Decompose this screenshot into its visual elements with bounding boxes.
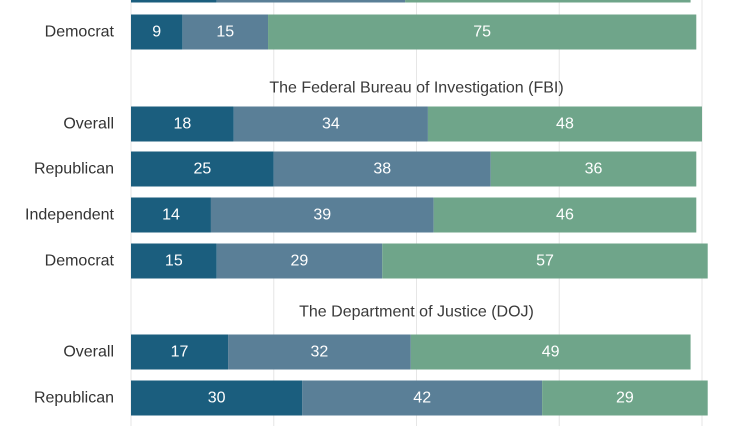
bar-segment: [490, 151, 697, 187]
bar-segment: [542, 380, 708, 416]
group-title: The Federal Bureau of Investigation (FBI…: [269, 80, 563, 97]
bar-segment: [228, 334, 411, 370]
bar-segment: [131, 380, 303, 416]
category-label: Overall: [63, 344, 114, 361]
data-label: 49: [542, 344, 560, 361]
bar-segment: [382, 243, 708, 279]
group-titles: The Federal Bureau of Investigation (FBI…: [269, 80, 563, 321]
bar-segment: [131, 151, 274, 187]
bar-segment: [216, 0, 406, 3]
data-label: 32: [311, 344, 329, 361]
bar-segment: [210, 197, 434, 233]
bar-segment: [131, 243, 217, 279]
group-title: The Department of Justice (DOJ): [299, 304, 534, 321]
data-label: 34: [322, 116, 340, 133]
bar-segment: [131, 14, 183, 50]
data-label: 15: [165, 253, 183, 270]
bar-segment: [131, 334, 229, 370]
data-label: 17: [171, 344, 189, 361]
category-label: Democrat: [45, 253, 115, 270]
data-label: 15: [216, 24, 234, 41]
data-label: 39: [313, 207, 331, 224]
bar-segment: [427, 106, 702, 142]
data-label: 48: [556, 116, 574, 133]
data-label: 29: [616, 390, 634, 407]
data-label: 38: [373, 161, 391, 178]
category-label: Republican: [34, 390, 114, 407]
data-label: 14: [162, 207, 180, 224]
bar-segment: [302, 380, 543, 416]
bar-segment: [182, 14, 269, 50]
data-label: 30: [208, 390, 226, 407]
data-label: 75: [473, 24, 491, 41]
bar-segment: [410, 334, 691, 370]
bar-segment: [405, 0, 691, 3]
bar-segment: [131, 197, 211, 233]
data-label: 42: [413, 390, 431, 407]
bar-segment: [131, 0, 217, 3]
bar-segment: [268, 14, 697, 50]
bar-segment: [216, 243, 383, 279]
category-label: Overall: [63, 116, 114, 133]
data-label: 9: [152, 24, 161, 41]
bar-segment: [131, 106, 234, 142]
data-label: 18: [173, 116, 191, 133]
category-label: Republican: [34, 161, 114, 178]
data-label: 46: [556, 207, 574, 224]
category-label: Independent: [25, 207, 115, 224]
bar-segment: [233, 106, 428, 142]
data-label: 57: [536, 253, 554, 270]
bar-segment: [273, 151, 491, 187]
data-label: 36: [585, 161, 603, 178]
data-label: 25: [193, 161, 211, 178]
data-label: 29: [291, 253, 309, 270]
bar-rows: Democrat 9 15 75 Overall 18 34 48 Republican 25 38…: [25, 0, 708, 416]
bar-segment: [433, 197, 697, 233]
category-label: Democrat: [45, 24, 115, 41]
